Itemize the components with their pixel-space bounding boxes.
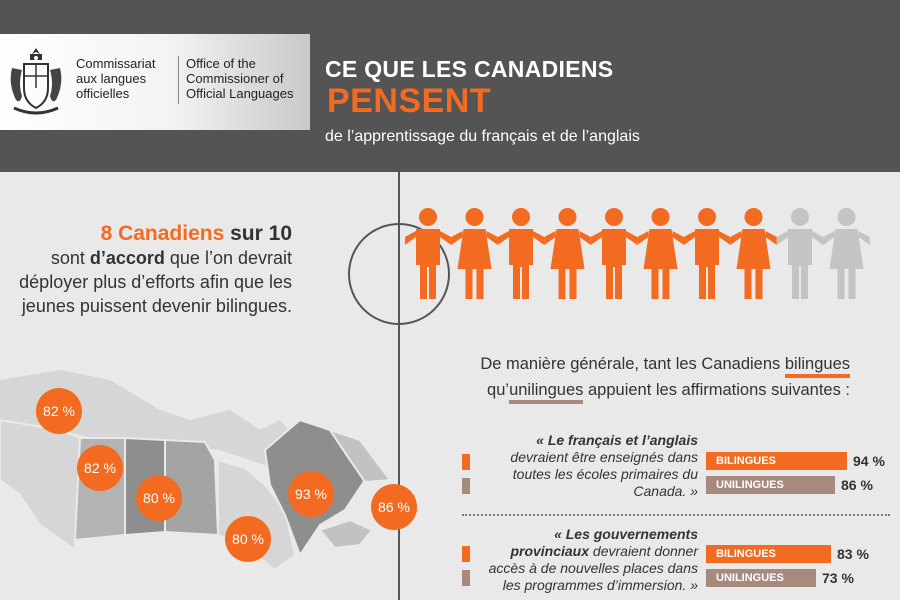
person-figure-highlighted: [683, 208, 731, 299]
bar-label: BILINGUES: [716, 455, 776, 467]
intro-statistic: 8 Canadiens sur 10 sont d’accord que l’o…: [0, 222, 292, 318]
government-logo-block: Commissariat aux langues officielles Off…: [0, 34, 310, 130]
survey-question: De manière générale, tant les Canadiens …: [440, 352, 850, 404]
bilingual-marker: [462, 454, 470, 470]
bilingual-marker: [462, 546, 470, 562]
vertical-divider: [398, 172, 400, 600]
org-name-divider: [178, 56, 179, 104]
divider-circle: [348, 223, 450, 325]
bar-label: UNILINGUES: [716, 572, 784, 584]
question-bilingual-word: bilingues: [784, 354, 850, 378]
bar-unilingual: UNILINGUES: [706, 569, 816, 587]
statement-2-bold: « Les gouvernements provinciaux: [510, 526, 698, 559]
bar-bilingual: BILINGUES: [706, 545, 831, 563]
person-figure-highlighted: [451, 208, 498, 299]
org-name-french: Commissariat aux langues officielles: [76, 56, 156, 101]
person-figure: [776, 208, 824, 299]
statement-2-text: « Les gouvernements provinciaux devraien…: [480, 526, 698, 594]
page-title-emphasis: PENSENT: [327, 82, 492, 120]
question-part1: De manière générale, tant les Canadiens: [480, 355, 781, 373]
bar-unilingual: UNILINGUES: [706, 476, 835, 494]
statement-1-rest: devraient être enseignés dans toutes les…: [510, 449, 698, 499]
intro-text-end: que l’on devrait déployer plus d’efforts…: [19, 248, 292, 316]
person-figure-highlighted: [544, 208, 591, 299]
intro-ratio: sur 10: [230, 222, 292, 245]
alberta-percentage-badge: 82 %: [77, 445, 123, 491]
intro-headline: 8 Canadiens sur 10: [0, 222, 292, 246]
bar-label: UNILINGUES: [716, 479, 784, 491]
ontario-percentage-badge: 80 %: [225, 516, 271, 562]
person-figure-highlighted: [590, 208, 638, 299]
page-subtitle: de l’apprentissage du français et de l’a…: [325, 128, 640, 145]
statement-1-bold: « Le français et l’anglais: [536, 432, 698, 448]
person-figure-highlighted: [405, 208, 452, 299]
canada-map-shape: [0, 370, 418, 572]
saskatchewan-percentage-badge: 80 %: [136, 475, 182, 521]
bar-bilingual: BILINGUES: [706, 452, 847, 470]
bar-value: 94 %: [853, 453, 885, 469]
statement-2: « Les gouvernements provinciaux devraien…: [462, 526, 890, 600]
person-figure-highlighted: [637, 208, 684, 299]
intro-body: sont d’accord que l’on devrait déployer …: [0, 246, 292, 318]
unilingual-marker: [462, 478, 470, 494]
intro-text-bold: d’accord: [89, 248, 165, 268]
bar-label: BILINGUES: [716, 548, 776, 560]
coat-of-arms-icon: [10, 48, 62, 115]
statement-2-rest: devraient donner accès à de nouvelles pl…: [488, 543, 698, 593]
intro-text-start: sont: [50, 248, 85, 268]
quebec-percentage-badge: 93 %: [288, 471, 334, 517]
bc-percentage-badge: 82 %: [36, 388, 82, 434]
people-figures: [405, 208, 870, 299]
statement-1: « Le français et l’anglais devraient êtr…: [462, 432, 890, 508]
canada-map: 82 % 82 % 80 % 93 % 86 % 80 %: [0, 350, 440, 600]
bar-value: 83 %: [837, 546, 869, 562]
question-part3: appuient les affirmations suivantes :: [587, 381, 850, 399]
bar-value: 73 %: [822, 570, 854, 586]
intro-number: 8 Canadiens: [100, 222, 225, 245]
atlantic-percentage-badge: 86 %: [371, 484, 417, 530]
question-part2: qu’: [487, 381, 510, 399]
question-unilingual-word: unilingues: [509, 380, 584, 404]
statement-separator: [462, 514, 890, 516]
header-banner: Commissariat aux langues officielles Off…: [0, 0, 900, 172]
statement-1-text: « Le français et l’anglais devraient êtr…: [480, 432, 698, 500]
person-figure: [823, 208, 870, 299]
org-name-english: Office of the Commissioner of Official L…: [186, 56, 294, 101]
bar-value: 86 %: [841, 477, 873, 493]
person-figure-highlighted: [497, 208, 545, 299]
page-title: CE QUE LES CANADIENS: [325, 56, 614, 82]
unilingual-marker: [462, 570, 470, 586]
person-figure-highlighted: [730, 208, 777, 299]
